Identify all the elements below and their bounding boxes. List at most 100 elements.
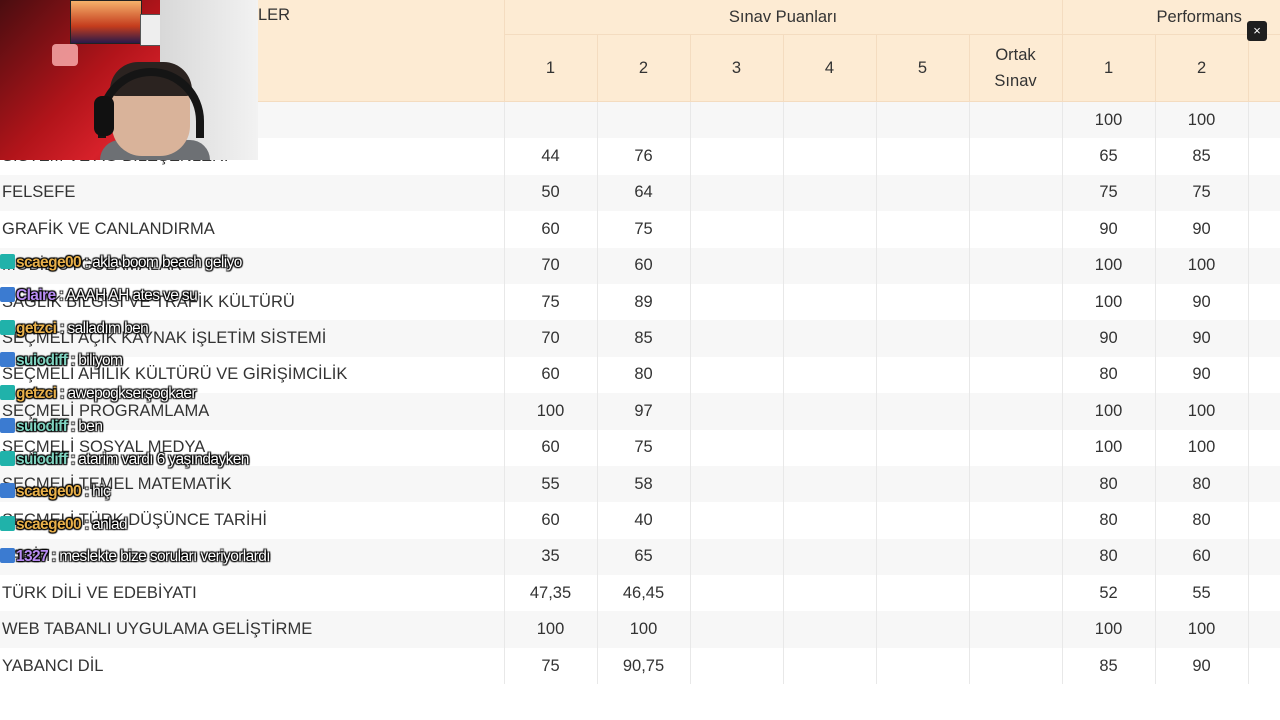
exam4-cell xyxy=(783,575,877,612)
exam4-cell xyxy=(783,611,877,648)
extra-cell xyxy=(1248,138,1280,175)
perf2-cell: 60 xyxy=(1155,538,1249,576)
headset-earcup xyxy=(94,96,114,136)
exam4-cell xyxy=(783,283,877,321)
exam5-cell xyxy=(876,465,970,503)
exam1-cell: 100 xyxy=(504,611,598,648)
perf2-cell: 100 xyxy=(1155,247,1249,284)
exam3-cell xyxy=(690,465,784,503)
exam5-cell xyxy=(876,138,970,175)
perf1-cell: 80 xyxy=(1062,465,1156,503)
perf1-cell: 100 xyxy=(1062,101,1156,139)
perf1-cell: 80 xyxy=(1062,502,1156,539)
exam1-cell: 70 xyxy=(504,247,598,284)
exam5-cell xyxy=(876,429,970,466)
subject-cell: SEÇMELİ TÜRK DÜŞÜNCE TARİHİ xyxy=(0,502,505,539)
table-row: YABANCI DİL 75 90,75 85 90 xyxy=(0,647,1280,685)
extra-cell xyxy=(1248,647,1280,685)
perf2-cell: 90 xyxy=(1155,647,1249,685)
wall-poster xyxy=(70,0,142,44)
exam3-cell xyxy=(690,356,784,394)
common-exam-cell xyxy=(969,465,1063,503)
exam3-cell xyxy=(690,101,784,139)
perf1-cell: 80 xyxy=(1062,538,1156,576)
subject-cell: TARİH xyxy=(0,538,505,576)
perf1-cell: 100 xyxy=(1062,247,1156,284)
perf2-cell: 90 xyxy=(1155,283,1249,321)
table-row: SAĞLIK BİLGİSİ VE TRAFİK KÜLTÜRÜ 75 89 100 9… xyxy=(0,283,1280,321)
exam3-cell xyxy=(690,174,784,212)
extra-cell xyxy=(1248,174,1280,212)
exam5-cell xyxy=(876,211,970,248)
exam5-cell xyxy=(876,101,970,139)
exam1-cell: 60 xyxy=(504,429,598,466)
exam2-cell: 76 xyxy=(597,138,691,175)
exam2-cell: 40 xyxy=(597,502,691,539)
exam1-cell: 60 xyxy=(504,211,598,248)
exam2-cell: 75 xyxy=(597,429,691,466)
perf1-cell: 90 xyxy=(1062,320,1156,357)
exam2-cell: 60 xyxy=(597,247,691,284)
common-exam-cell xyxy=(969,320,1063,357)
exam5-cell xyxy=(876,320,970,357)
common-exam-cell xyxy=(969,356,1063,394)
exam3-cell xyxy=(690,211,784,248)
table-row: MOBİL UYGULAMALAR 70 60 100 100 xyxy=(0,247,1280,284)
exam-col-header-5: 5 xyxy=(876,34,970,102)
exam5-cell xyxy=(876,174,970,212)
exam4-cell xyxy=(783,174,877,212)
common-exam-cell xyxy=(969,611,1063,648)
subject-cell: YABANCI DİL xyxy=(0,647,505,685)
exam3-cell xyxy=(690,502,784,539)
extra-cell xyxy=(1248,283,1280,321)
subject-cell: TÜRK DİLİ VE EDEBİYATI xyxy=(0,575,505,612)
exam2-cell: 64 xyxy=(597,174,691,212)
exam1-cell: 60 xyxy=(504,356,598,394)
exam2-cell: 89 xyxy=(597,283,691,321)
perf2-cell: 100 xyxy=(1155,393,1249,430)
extra-cell xyxy=(1248,211,1280,248)
perf2-cell: 80 xyxy=(1155,465,1249,503)
perf2-cell: 90 xyxy=(1155,320,1249,357)
perf1-cell: 100 xyxy=(1062,283,1156,321)
extra-cell xyxy=(1248,538,1280,576)
perf2-cell: 80 xyxy=(1155,502,1249,539)
exam1-cell: 75 xyxy=(504,647,598,685)
exam5-cell xyxy=(876,283,970,321)
subject-cell: SEÇMELİ PROGRAMLAMA xyxy=(0,393,505,430)
exam4-cell xyxy=(783,356,877,394)
exam4-cell xyxy=(783,101,877,139)
exam4-cell xyxy=(783,538,877,576)
perf2-cell: 90 xyxy=(1155,211,1249,248)
common-exam-cell xyxy=(969,575,1063,612)
extra-cell xyxy=(1248,320,1280,357)
exam1-cell: 44 xyxy=(504,138,598,175)
extra-col-header xyxy=(1248,34,1280,102)
exam-col-header-4: 4 xyxy=(783,34,877,102)
exam1-cell: 60 xyxy=(504,502,598,539)
exam5-cell xyxy=(876,247,970,284)
extra-cell xyxy=(1248,502,1280,539)
exam4-cell xyxy=(783,502,877,539)
exam4-cell xyxy=(783,429,877,466)
exam1-cell: 100 xyxy=(504,393,598,430)
exam5-cell xyxy=(876,538,970,576)
extra-cell xyxy=(1248,247,1280,284)
perf1-cell: 65 xyxy=(1062,138,1156,175)
perf1-cell: 100 xyxy=(1062,429,1156,466)
exam5-cell xyxy=(876,647,970,685)
webcam-overlay xyxy=(0,0,258,160)
exam3-cell xyxy=(690,283,784,321)
exam3-cell xyxy=(690,138,784,175)
exam1-cell: 75 xyxy=(504,283,598,321)
close-button[interactable]: × xyxy=(1247,21,1267,41)
perf-col-header-1: 1 xyxy=(1062,34,1156,102)
subject-cell: SEÇMELİ SOSYAL MEDYA xyxy=(0,429,505,466)
subject-cell: SEÇMELİ TEMEL MATEMATİK xyxy=(0,465,505,503)
exam5-cell xyxy=(876,393,970,430)
table-row: SEÇMELİ AHİLİK KÜLTÜRÜ VE GİRİŞİMCİLİK 60… xyxy=(0,356,1280,394)
perf2-cell: 75 xyxy=(1155,174,1249,212)
perf1-cell: 52 xyxy=(1062,575,1156,612)
perf1-cell: 75 xyxy=(1062,174,1156,212)
exam1-cell: 47,35 xyxy=(504,575,598,612)
